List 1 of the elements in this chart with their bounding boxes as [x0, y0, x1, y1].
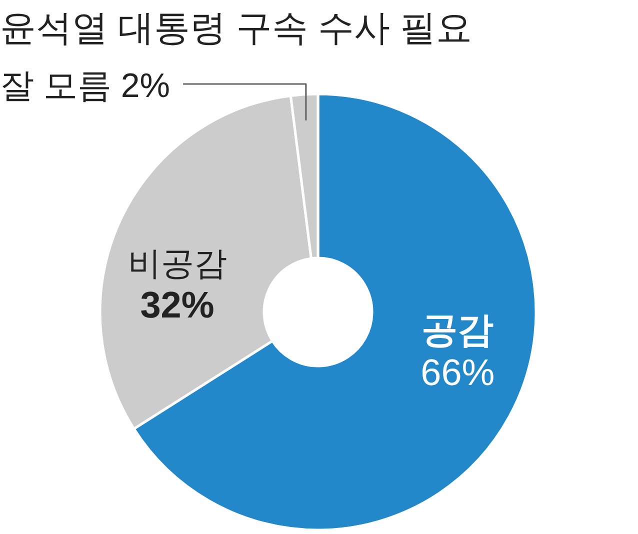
title: 윤석열 대통령 구속 수사 필요	[0, 7, 472, 48]
